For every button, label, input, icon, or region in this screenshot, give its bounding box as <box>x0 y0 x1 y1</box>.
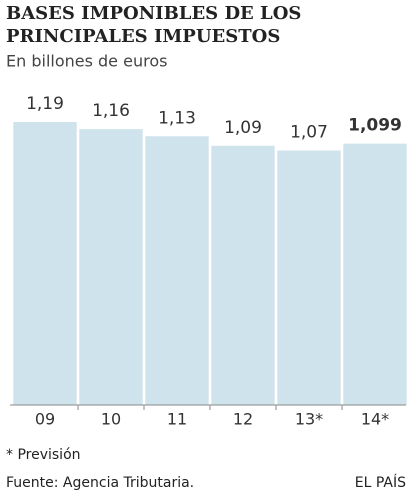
bar <box>211 145 275 406</box>
bar <box>145 136 209 405</box>
note: * Previsión <box>6 447 81 463</box>
bar <box>277 150 341 405</box>
source: Fuente: Agencia Tributaria. <box>6 475 194 491</box>
brand: EL PAÍS <box>355 474 406 491</box>
chart-subtitle: En billones de euros <box>6 52 167 71</box>
value-label: 1,09 <box>224 118 262 138</box>
x-tick-label: 09 <box>35 410 55 429</box>
bar <box>79 129 143 405</box>
bar <box>343 143 407 405</box>
x-tick-label: 12 <box>233 410 253 429</box>
chart-title: PRINCIPALES IMPUESTOS <box>6 26 280 47</box>
value-label: 1,13 <box>158 108 196 128</box>
chart-title: BASES IMPONIBLES DE LOS <box>6 3 301 24</box>
x-tick-label: 13* <box>295 410 323 429</box>
value-label: 1,07 <box>290 123 328 143</box>
value-label: 1,19 <box>26 94 64 114</box>
bar <box>13 122 77 405</box>
x-tick-label: 11 <box>167 410 187 429</box>
x-tick-label: 14* <box>361 410 389 429</box>
x-tick-label: 10 <box>101 410 121 429</box>
value-label: 1,099 <box>348 116 402 136</box>
value-label: 1,16 <box>92 101 130 121</box>
